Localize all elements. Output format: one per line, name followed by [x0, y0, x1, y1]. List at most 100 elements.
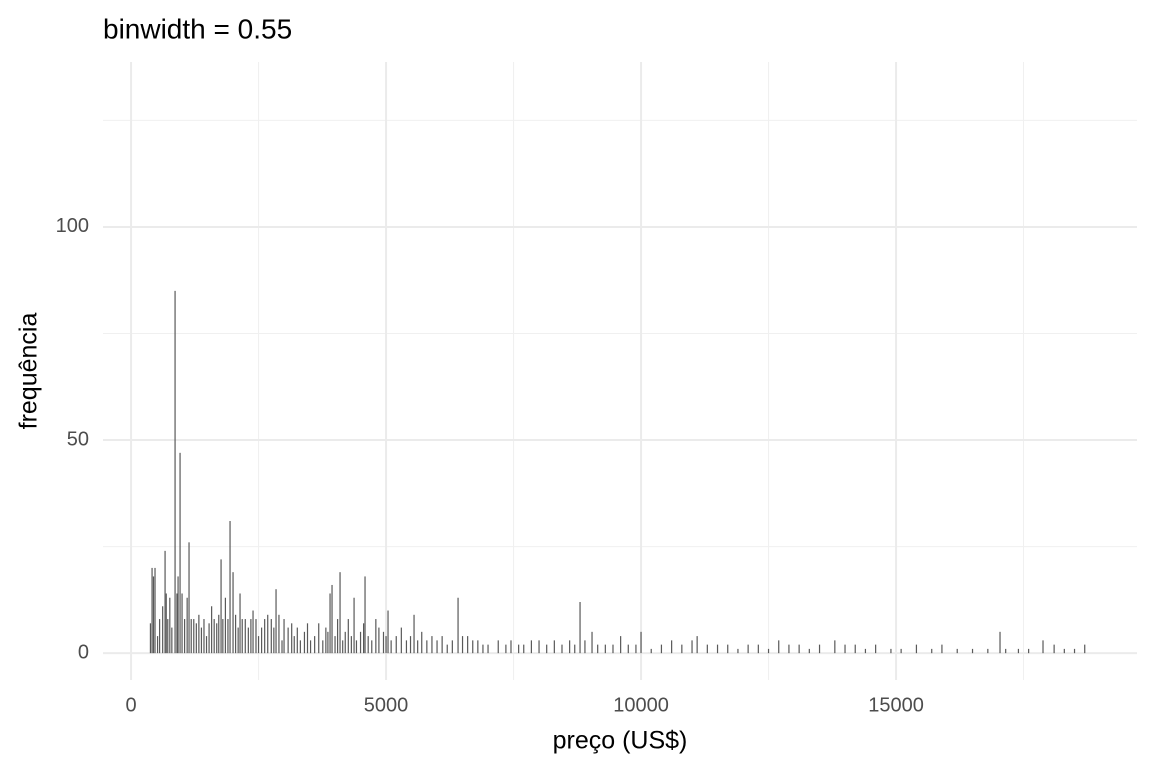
bar	[283, 619, 285, 654]
bar	[875, 644, 877, 654]
bar	[318, 623, 320, 654]
bar	[252, 610, 254, 654]
bar	[220, 559, 222, 654]
bar	[359, 631, 362, 654]
bar	[604, 644, 606, 654]
bar	[176, 593, 178, 654]
bar	[227, 619, 229, 654]
bar	[747, 644, 749, 654]
bar	[314, 636, 316, 654]
x-tick-label: 0	[125, 694, 136, 716]
x-axis-label: preço (US$)	[553, 727, 688, 755]
bar	[854, 644, 856, 654]
bar	[890, 648, 892, 654]
bar	[334, 636, 336, 654]
bar	[409, 636, 412, 654]
bar	[261, 627, 263, 654]
bar	[281, 640, 283, 654]
bar	[844, 644, 846, 654]
bar	[461, 636, 464, 654]
bar	[287, 627, 289, 654]
bar	[788, 644, 790, 654]
bar	[216, 623, 218, 654]
bar	[472, 640, 474, 654]
bar	[553, 640, 555, 654]
bar	[237, 627, 239, 654]
y-tick-label: 0	[78, 641, 89, 663]
bar	[767, 648, 770, 654]
chart-title: binwidth = 0.55	[103, 13, 292, 44]
bar	[156, 636, 159, 654]
bar	[451, 640, 453, 654]
bar	[706, 644, 708, 654]
bar	[195, 623, 197, 654]
bar	[336, 619, 339, 654]
bar	[546, 644, 548, 654]
bar	[188, 542, 190, 654]
y-axis-label: frequência	[15, 313, 43, 430]
bar	[183, 619, 186, 654]
x-tick-label: 15000	[868, 694, 924, 716]
bar	[171, 627, 173, 654]
bar	[177, 576, 179, 654]
bar	[612, 644, 614, 654]
bar	[457, 597, 459, 654]
bar	[234, 614, 237, 654]
bar	[273, 627, 275, 654]
bar	[239, 593, 241, 654]
bar	[441, 636, 443, 654]
bar	[1073, 648, 1076, 654]
y-tick-label: 50	[67, 428, 89, 450]
bar	[167, 619, 169, 654]
bar	[505, 644, 507, 654]
bar	[186, 597, 188, 654]
bar	[179, 452, 181, 654]
bar	[834, 640, 836, 654]
bar	[691, 640, 693, 654]
bar	[291, 623, 293, 654]
bar	[331, 584, 333, 654]
bar	[327, 631, 329, 654]
bar	[530, 640, 532, 654]
bar	[247, 627, 249, 654]
bar	[293, 636, 295, 654]
bar	[482, 644, 484, 654]
bar	[151, 567, 153, 654]
bar	[303, 631, 306, 654]
bar	[213, 619, 215, 654]
bar	[510, 640, 512, 654]
bar	[278, 614, 280, 654]
bar	[211, 606, 213, 654]
bar	[431, 636, 433, 654]
bar	[737, 648, 739, 654]
bar	[322, 640, 324, 654]
bar	[523, 644, 525, 654]
bar	[579, 602, 581, 654]
bar	[584, 640, 586, 654]
bar	[385, 636, 387, 654]
bar	[208, 623, 210, 654]
bar	[375, 619, 377, 654]
bar	[497, 640, 499, 654]
bar	[241, 619, 243, 654]
bar	[174, 290, 176, 654]
bar	[561, 644, 563, 654]
bar	[518, 644, 520, 654]
bar	[635, 644, 637, 654]
bar	[264, 619, 266, 654]
bar	[342, 640, 344, 654]
bar	[329, 593, 331, 654]
bar	[203, 619, 205, 654]
bar	[956, 648, 958, 654]
bar	[200, 627, 203, 654]
bar	[436, 640, 438, 654]
bar	[198, 614, 200, 654]
bar	[205, 636, 208, 654]
bar	[778, 640, 780, 654]
bar	[1017, 648, 1020, 654]
bar	[999, 631, 1001, 654]
bar	[270, 619, 272, 654]
bar	[864, 648, 867, 654]
bar	[487, 644, 489, 654]
bar	[232, 572, 234, 654]
